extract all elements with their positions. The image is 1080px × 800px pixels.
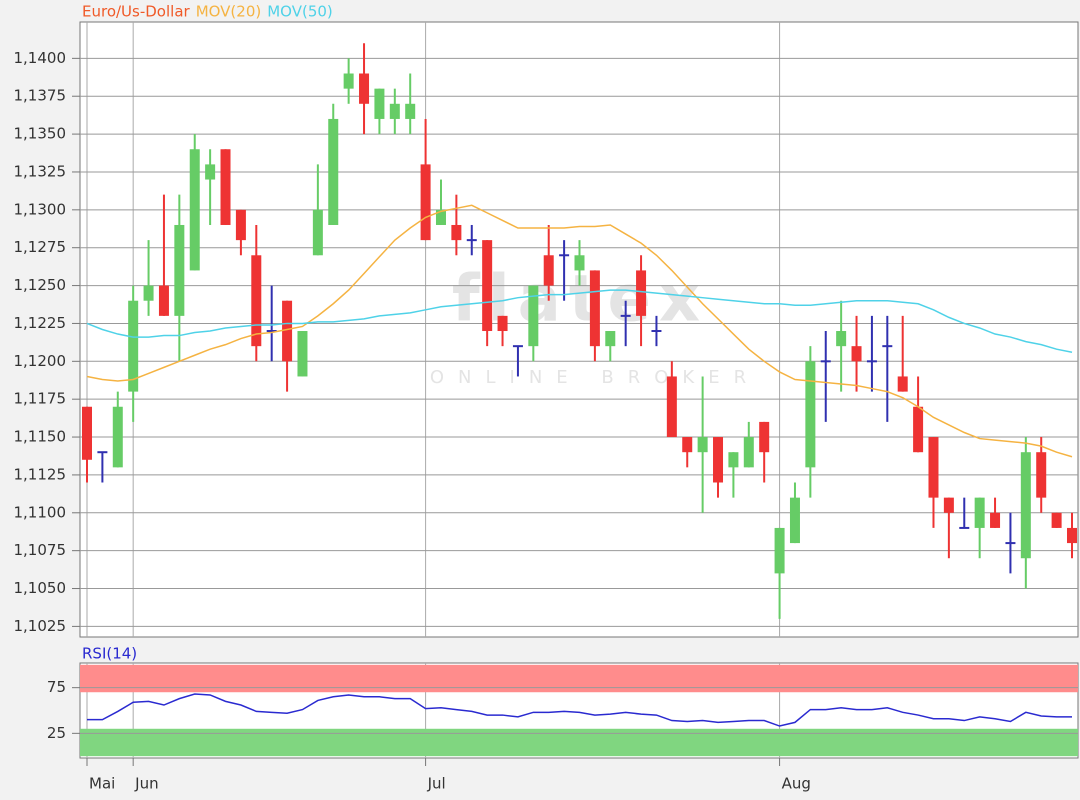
candle-body [251, 255, 262, 347]
candle-body [589, 270, 600, 347]
candle-body [774, 527, 785, 574]
y-tick-label: 1,1400 [14, 49, 67, 67]
candle-body [482, 240, 493, 332]
candle-body [359, 73, 370, 104]
candle-body [682, 437, 693, 453]
candle-body [759, 421, 770, 453]
candle-body [158, 285, 169, 316]
candle-body [128, 300, 139, 392]
candle-body [1036, 452, 1047, 498]
candle-body [605, 331, 616, 347]
y-tick-label: 1,1200 [14, 352, 67, 370]
candle-body [851, 346, 862, 362]
candle-body [574, 255, 585, 271]
candle-body [389, 103, 400, 119]
candle-body [743, 437, 754, 468]
moving-average-line [86, 289, 1073, 353]
y-tick-label: 25 [47, 724, 66, 742]
candle-body [836, 331, 847, 347]
candle-body [282, 300, 293, 362]
y-tick-label: 1,1225 [14, 314, 67, 332]
legend-entry: RSI(14) [82, 645, 137, 663]
candle-body [405, 103, 416, 119]
candle-body [328, 118, 339, 225]
x-tick-label: Jun [134, 775, 158, 793]
y-tick-label: 1,1125 [14, 465, 67, 483]
y-tick-label: 1,1100 [14, 503, 67, 521]
legend-entry: MOV(20) [196, 3, 262, 21]
candle-body [112, 406, 123, 468]
candle-body [943, 497, 954, 513]
candle-body [728, 452, 739, 468]
candle-body [1020, 452, 1031, 559]
candle-body [312, 209, 323, 256]
candle-body [913, 406, 924, 453]
y-tick-label: 1,1325 [14, 162, 67, 180]
x-tick-label: Jul [427, 775, 446, 793]
candle-body [928, 437, 939, 498]
y-tick-label: 1,1175 [14, 390, 67, 408]
legend-entry: MOV(50) [267, 3, 333, 21]
candle-body [974, 497, 985, 528]
x-tick-label: Aug [782, 775, 811, 793]
candle-body [420, 164, 431, 241]
candle-body [1051, 512, 1062, 528]
candle-body [220, 149, 231, 225]
y-tick-label: 75 [47, 678, 66, 696]
y-tick-label: 1,1050 [14, 579, 67, 597]
candle-body [143, 285, 154, 301]
candle-body [189, 149, 200, 271]
candle-body [1067, 527, 1077, 544]
y-tick-label: 1,1275 [14, 238, 67, 256]
y-tick-label: 1,1375 [14, 87, 67, 105]
candle-body [497, 315, 508, 332]
candle-body [666, 376, 677, 438]
candle-body [636, 270, 647, 316]
y-tick-label: 1,1300 [14, 200, 67, 218]
y-tick-label: 1,1350 [14, 125, 67, 143]
moving-average-line [86, 204, 1073, 458]
candle-body [435, 209, 446, 225]
y-tick-label: 1,1150 [14, 428, 67, 446]
candle-body [174, 224, 185, 316]
rsi-line [87, 693, 1072, 727]
candle-body [451, 224, 462, 241]
candle-body [374, 88, 385, 119]
candle-body [343, 73, 354, 89]
candle-body [205, 164, 216, 180]
candle-body [543, 255, 554, 286]
candle-body [235, 209, 246, 241]
watermark-logo: flatex [452, 263, 708, 337]
candle-body [897, 376, 908, 392]
candle-body [297, 331, 308, 377]
watermark-tagline: ONLINE BROKER [430, 367, 760, 388]
candle-body [697, 437, 708, 453]
candle-body [528, 285, 539, 347]
price-panel [79, 21, 1079, 638]
y-tick-label: 1,1025 [14, 617, 67, 635]
candle-body [713, 437, 724, 483]
candle-body [82, 406, 92, 460]
candle-body [789, 497, 800, 544]
y-tick-label: 1,1075 [14, 541, 67, 559]
y-tick-label: 1,1250 [14, 276, 67, 294]
legend-entry: Euro/Us-Dollar [82, 3, 191, 21]
x-tick-label: Mai [89, 775, 115, 793]
candle-body [990, 512, 1001, 528]
candle-body [805, 361, 816, 468]
